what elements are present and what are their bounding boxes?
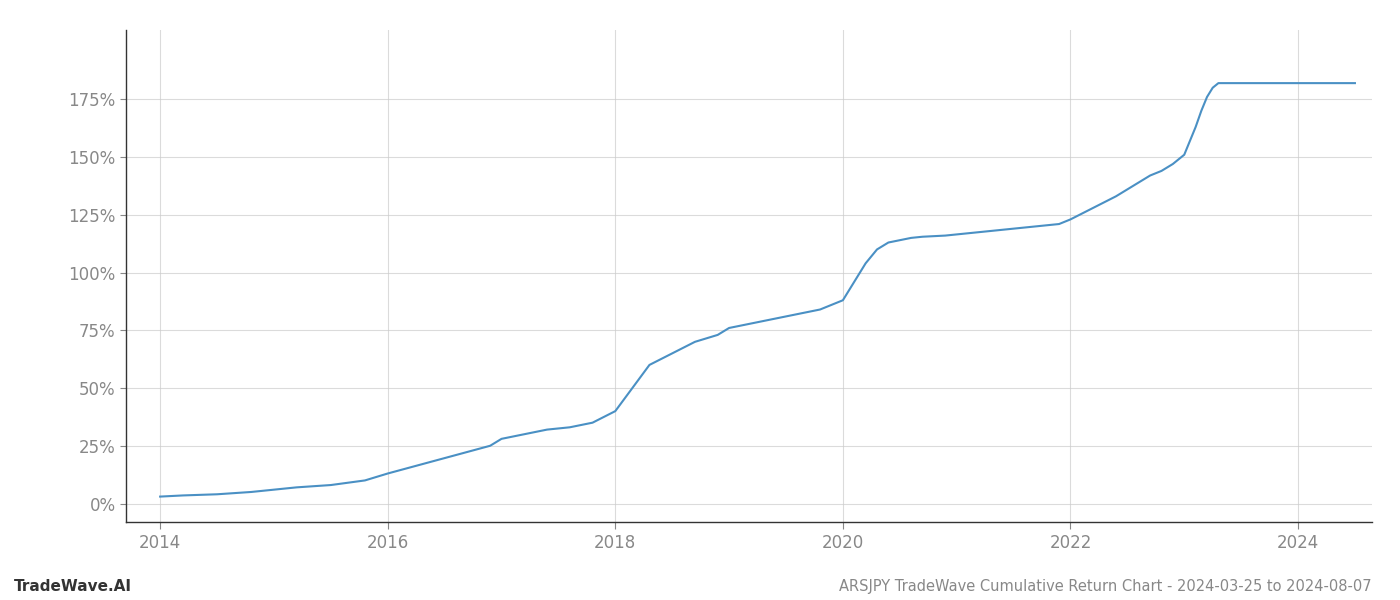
Text: TradeWave.AI: TradeWave.AI [14, 579, 132, 594]
Text: ARSJPY TradeWave Cumulative Return Chart - 2024-03-25 to 2024-08-07: ARSJPY TradeWave Cumulative Return Chart… [840, 579, 1372, 594]
